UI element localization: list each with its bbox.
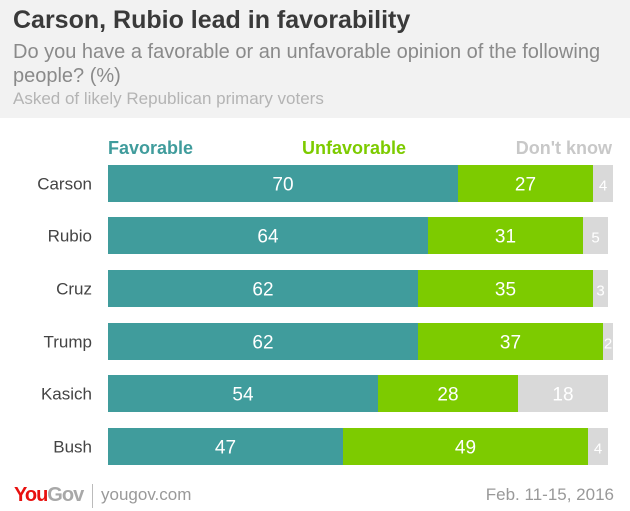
data-label: 27: [515, 175, 536, 196]
yougov-logo: YouGov: [14, 484, 84, 507]
legend-dont-know: Don't know: [515, 138, 612, 158]
bar-don-t-know: [518, 375, 608, 412]
chart-subtitle: Do you have a favorable or an unfavorabl…: [13, 41, 601, 87]
bar-favorable: [108, 375, 378, 412]
bar-don-t-know: [588, 428, 608, 465]
data-label: 3: [596, 283, 604, 300]
bar-don-t-know: [593, 165, 613, 202]
bar-don-t-know: [603, 323, 613, 360]
category-label: Bush: [53, 438, 92, 457]
chart-title: Carson, Rubio lead in favorability: [13, 6, 411, 34]
data-label: 5: [591, 230, 599, 247]
data-label: 35: [495, 280, 516, 301]
bar-don-t-know: [583, 217, 608, 254]
data-label: 18: [552, 385, 573, 406]
category-label: Cruz: [56, 280, 92, 299]
data-label: 4: [594, 441, 602, 458]
footer-divider: [92, 484, 93, 508]
bar-unfavorable: [418, 323, 603, 360]
header: Carson, Rubio lead in favorability Do yo…: [0, 0, 630, 118]
bar-favorable: [108, 165, 458, 202]
data-label: 28: [437, 385, 458, 406]
category-label: Rubio: [48, 227, 92, 246]
bar-unfavorable: [418, 270, 593, 307]
bar-favorable: [108, 270, 418, 307]
legend-unfavorable: Unfavorable: [302, 138, 407, 158]
data-label: 31: [495, 227, 516, 248]
bar-unfavorable: [428, 217, 583, 254]
bar-favorable: [108, 217, 428, 254]
data-label: 37: [500, 333, 521, 354]
data-label: 62: [252, 280, 273, 301]
category-label: Kasich: [41, 385, 92, 404]
logo-you: You: [14, 484, 48, 506]
chart-note: Asked of likely Republican primary voter…: [13, 89, 324, 108]
data-label: 64: [257, 227, 279, 248]
logo-gov: Gov: [47, 484, 84, 506]
data-label: 70: [272, 175, 293, 196]
bar-don-t-know: [593, 270, 608, 307]
footer-date: Feb. 11-15, 2016: [485, 485, 614, 504]
data-label: 2: [604, 336, 612, 353]
category-label: Carson: [37, 175, 92, 194]
bar-unfavorable: [343, 428, 588, 465]
footer-url[interactable]: yougov.com: [101, 485, 192, 504]
data-label: 54: [232, 385, 254, 406]
legend-favorable: Favorable: [108, 138, 194, 158]
bar-unfavorable: [458, 165, 593, 202]
data-label: 62: [252, 333, 273, 354]
bar-favorable: [108, 428, 343, 465]
category-label: Trump: [44, 333, 93, 352]
bar-favorable: [108, 323, 418, 360]
data-label: 4: [599, 178, 607, 195]
data-label: 47: [215, 438, 236, 459]
data-label: 49: [455, 438, 476, 459]
bar-unfavorable: [378, 375, 518, 412]
